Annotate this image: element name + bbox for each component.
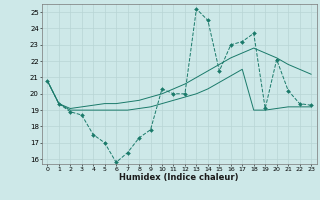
- X-axis label: Humidex (Indice chaleur): Humidex (Indice chaleur): [119, 173, 239, 182]
